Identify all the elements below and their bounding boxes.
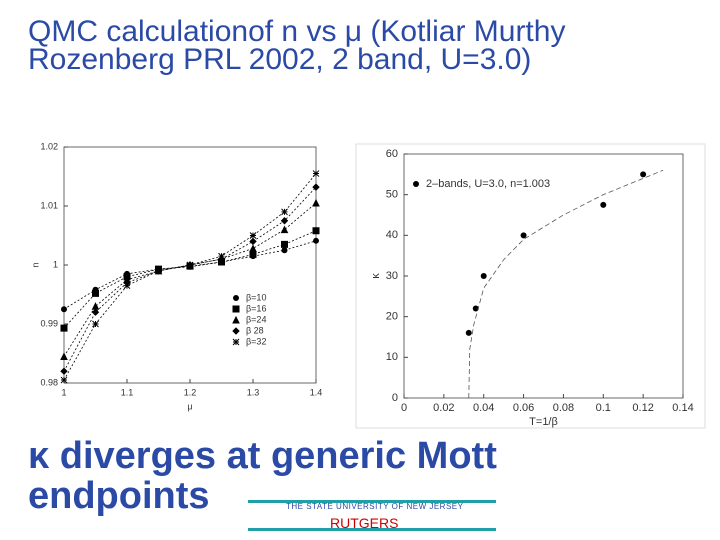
marker xyxy=(92,320,99,328)
marker xyxy=(465,329,472,336)
y-tick-label: 20 xyxy=(386,311,398,323)
legend-label: β=16 xyxy=(246,303,266,313)
marker xyxy=(520,232,527,239)
x-tick-label: 0.14 xyxy=(672,402,693,414)
y-tick-label: 1.01 xyxy=(40,200,58,210)
x-axis-label: μ xyxy=(187,401,192,411)
marker xyxy=(123,282,131,290)
x-tick-label: 0 xyxy=(401,402,407,414)
y-axis-label: κ xyxy=(370,273,382,279)
series-line xyxy=(63,186,317,372)
legend-label: 2–bands, U=3.0, n=1.003 xyxy=(426,178,550,190)
marker xyxy=(281,240,288,248)
series-line xyxy=(63,240,317,310)
series-line xyxy=(63,230,317,329)
x-tick-label: 1.4 xyxy=(310,387,323,397)
legend-label: β 28 xyxy=(246,325,264,335)
legend-marker xyxy=(232,315,240,324)
marker xyxy=(312,227,320,235)
marker xyxy=(186,261,194,269)
marker xyxy=(61,306,67,313)
marker xyxy=(249,232,257,239)
legend-label: β=10 xyxy=(246,292,266,302)
caption: κ diverges at generic Mott endpoints xyxy=(28,435,497,517)
marker xyxy=(280,225,289,234)
legend-marker xyxy=(233,295,239,301)
y-tick-label: 40 xyxy=(386,229,398,241)
x-tick-label: 1 xyxy=(61,387,66,397)
legend-label: β=24 xyxy=(246,314,266,324)
y-tick-label: 0.99 xyxy=(40,318,58,328)
y-tick-label: 0.98 xyxy=(40,377,58,387)
marker xyxy=(60,376,68,384)
marker xyxy=(280,217,289,225)
x-tick-label: 0.08 xyxy=(553,402,574,414)
logo-subtitle: THE STATE UNIVERSITY OF NEW JERSEY xyxy=(286,502,464,511)
plot-background xyxy=(355,143,706,429)
marker xyxy=(480,273,487,279)
x-tick-label: 1.3 xyxy=(247,387,260,397)
marker xyxy=(155,267,162,275)
marker xyxy=(281,247,288,254)
marker xyxy=(60,352,68,360)
marker xyxy=(91,308,100,316)
marker xyxy=(60,324,68,332)
marker xyxy=(472,305,479,312)
legend-marker xyxy=(232,327,240,335)
y-tick-label: 1.02 xyxy=(40,141,58,151)
legend-marker xyxy=(413,181,419,187)
y-tick-label: 1 xyxy=(53,259,58,269)
legend-marker xyxy=(232,338,240,346)
chart-left: 1 1.1 1.2 1.3 1.4 0.98 0.99 1 1.01 1.02 μ n β=10β=16… xyxy=(30,141,322,411)
series-line xyxy=(63,202,317,357)
series-line xyxy=(468,169,664,399)
x-tick-label: 0.02 xyxy=(433,402,454,414)
marker xyxy=(249,250,257,258)
slide-title: QMC calculationof n vs μ (Kotliar Murthy… xyxy=(28,15,566,76)
marker xyxy=(249,237,257,246)
marker xyxy=(313,237,319,244)
logo-bar xyxy=(248,528,496,531)
marker xyxy=(640,171,647,178)
x-tick-label: 0.04 xyxy=(473,402,494,414)
legend-label: β=32 xyxy=(246,336,266,346)
logo-name: RUTGERS xyxy=(330,515,399,531)
x-tick-label: 1.2 xyxy=(184,387,197,397)
marker xyxy=(312,183,320,191)
marker xyxy=(92,289,99,297)
x-axis-label: T=1/β xyxy=(529,416,558,428)
x-tick-label: 0.1 xyxy=(596,402,611,414)
x-tick-label: 1.1 xyxy=(121,387,134,397)
series-line xyxy=(63,173,317,381)
marker xyxy=(60,367,68,375)
marker xyxy=(600,201,607,208)
marker xyxy=(218,252,225,260)
logo-bar xyxy=(248,500,496,503)
marker xyxy=(91,302,100,310)
y-tick-label: 50 xyxy=(386,189,398,201)
y-axis-label: n xyxy=(30,262,40,267)
marker xyxy=(281,208,288,216)
marker xyxy=(312,170,320,177)
y-tick-label: 10 xyxy=(386,351,398,363)
chart-right: 0 0.02 0.04 0.06 0.08 0.1 0.12 0.14 0 10 20 30 40 50 6… xyxy=(355,143,706,429)
y-tick-label: 30 xyxy=(386,270,398,282)
legend-marker xyxy=(232,305,240,313)
y-tick-label: 0 xyxy=(392,392,398,404)
x-tick-label: 0.06 xyxy=(513,402,534,414)
marker xyxy=(312,198,320,207)
y-tick-label: 60 xyxy=(386,148,398,160)
marker xyxy=(249,244,257,252)
x-tick-label: 0.12 xyxy=(632,402,653,414)
